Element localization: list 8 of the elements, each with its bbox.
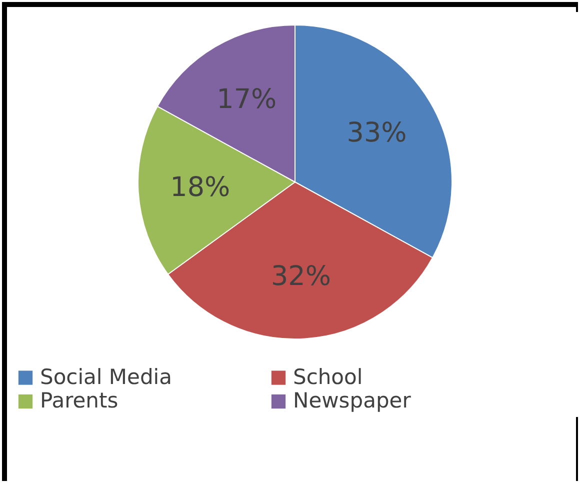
legend-label: School	[293, 364, 363, 389]
legend-label: Parents	[40, 388, 118, 412]
data-label: 32%	[270, 260, 331, 292]
data-label: 33%	[346, 118, 407, 149]
legend-label: Social Media	[40, 364, 172, 389]
data-label: 17%	[216, 84, 277, 116]
legend-label: Newspaper	[293, 388, 412, 412]
data-label: 18%	[170, 172, 230, 203]
